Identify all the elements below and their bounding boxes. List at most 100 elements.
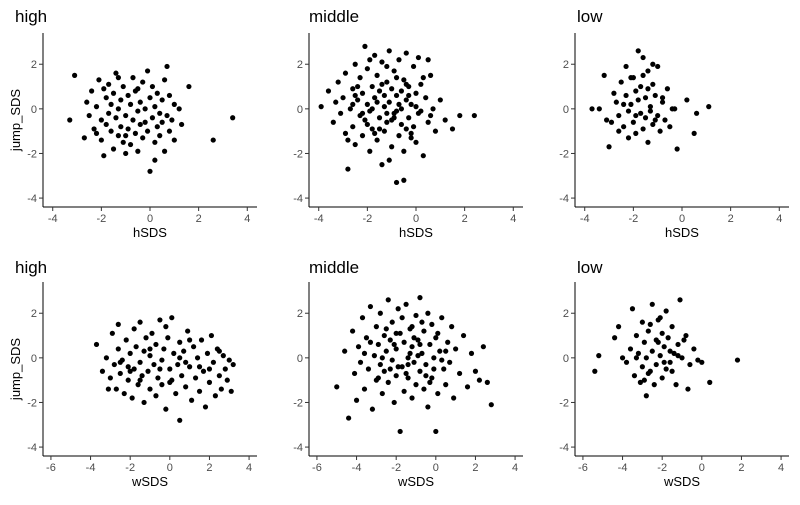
y-tick-label: -4 (27, 442, 37, 454)
data-point (169, 315, 175, 321)
data-point (118, 97, 124, 103)
data-point (166, 128, 173, 134)
data-point (612, 335, 618, 341)
scatter-points (589, 48, 712, 152)
data-point (101, 153, 107, 159)
data-point (220, 353, 226, 359)
data-point (393, 75, 400, 81)
data-point (657, 315, 663, 321)
data-point (398, 88, 405, 94)
data-point (371, 353, 377, 359)
data-point (379, 59, 385, 65)
data-point (384, 63, 390, 70)
data-point (383, 348, 389, 354)
data-point (123, 337, 129, 343)
data-point (623, 63, 629, 70)
data-point (357, 359, 364, 365)
data-point (734, 357, 741, 363)
x-axis-title: hSDS (399, 225, 433, 240)
data-point (608, 119, 615, 125)
data-point (596, 353, 602, 359)
data-point (398, 106, 405, 112)
data-point (137, 121, 143, 128)
data-point (449, 324, 455, 330)
data-point (667, 348, 673, 354)
data-point (152, 139, 158, 145)
data-point (196, 388, 203, 394)
data-point (204, 350, 211, 356)
data-point (667, 124, 673, 130)
data-point (154, 90, 160, 96)
data-point (345, 137, 351, 143)
data-point (359, 110, 366, 116)
data-point (123, 133, 129, 139)
data-point (377, 310, 383, 316)
data-point (189, 397, 195, 403)
x-tick-label: -2 (96, 213, 106, 225)
scatter-points (318, 43, 477, 186)
x-tick-label: 2 (196, 213, 202, 225)
data-point (376, 88, 383, 94)
data-point (144, 68, 151, 74)
data-point (645, 139, 651, 145)
y-tick-label: -4 (293, 193, 303, 205)
data-point (81, 135, 87, 141)
data-point (93, 341, 100, 348)
data-point (346, 415, 352, 421)
x-tick-label: -6 (46, 462, 56, 474)
data-point (359, 90, 366, 96)
data-point (216, 348, 222, 354)
data-point (391, 68, 397, 74)
x-tick-label: -4 (86, 462, 96, 474)
data-point (135, 382, 141, 388)
data-point (433, 428, 439, 435)
data-point (415, 110, 422, 116)
data-point (399, 364, 405, 370)
data-point (403, 81, 409, 87)
data-point (381, 104, 387, 110)
data-point (667, 359, 673, 365)
data-point (413, 312, 419, 319)
data-point (115, 321, 121, 327)
data-point (421, 386, 427, 392)
data-point (476, 377, 483, 383)
scatter-points (93, 315, 236, 423)
data-point (398, 121, 405, 128)
data-point (133, 344, 139, 350)
data-point (675, 353, 681, 359)
data-point (630, 119, 636, 125)
data-point (449, 126, 456, 132)
data-point (652, 92, 658, 99)
data-point (113, 115, 119, 121)
y-tick-label: -2 (293, 148, 303, 160)
data-point (67, 117, 73, 123)
data-point (381, 368, 387, 374)
x-axis-title: hSDS (133, 225, 167, 240)
data-point (89, 88, 95, 94)
data-point (352, 61, 358, 67)
data-point (139, 373, 145, 379)
data-point (427, 341, 433, 348)
data-point (350, 101, 356, 107)
x-tick-label: 2 (472, 462, 478, 474)
x-tick-label: -2 (125, 462, 135, 474)
data-point (403, 97, 409, 103)
data-point (142, 106, 148, 112)
data-point (159, 119, 165, 125)
data-point (101, 86, 107, 92)
data-point (145, 368, 151, 374)
data-point (325, 88, 332, 94)
panel-4: high -4 -2 0 2 -6 -4 -2 0 2 4 wSDS jump_SDS (8, 258, 257, 489)
data-point (362, 43, 368, 49)
data-point (456, 370, 463, 377)
data-point (153, 341, 159, 348)
data-point (423, 361, 429, 368)
data-point (226, 357, 232, 363)
data-point (638, 83, 644, 90)
data-point (417, 368, 423, 374)
data-point (373, 324, 379, 330)
data-point (111, 361, 117, 368)
data-point (621, 124, 627, 130)
data-point (393, 179, 400, 186)
